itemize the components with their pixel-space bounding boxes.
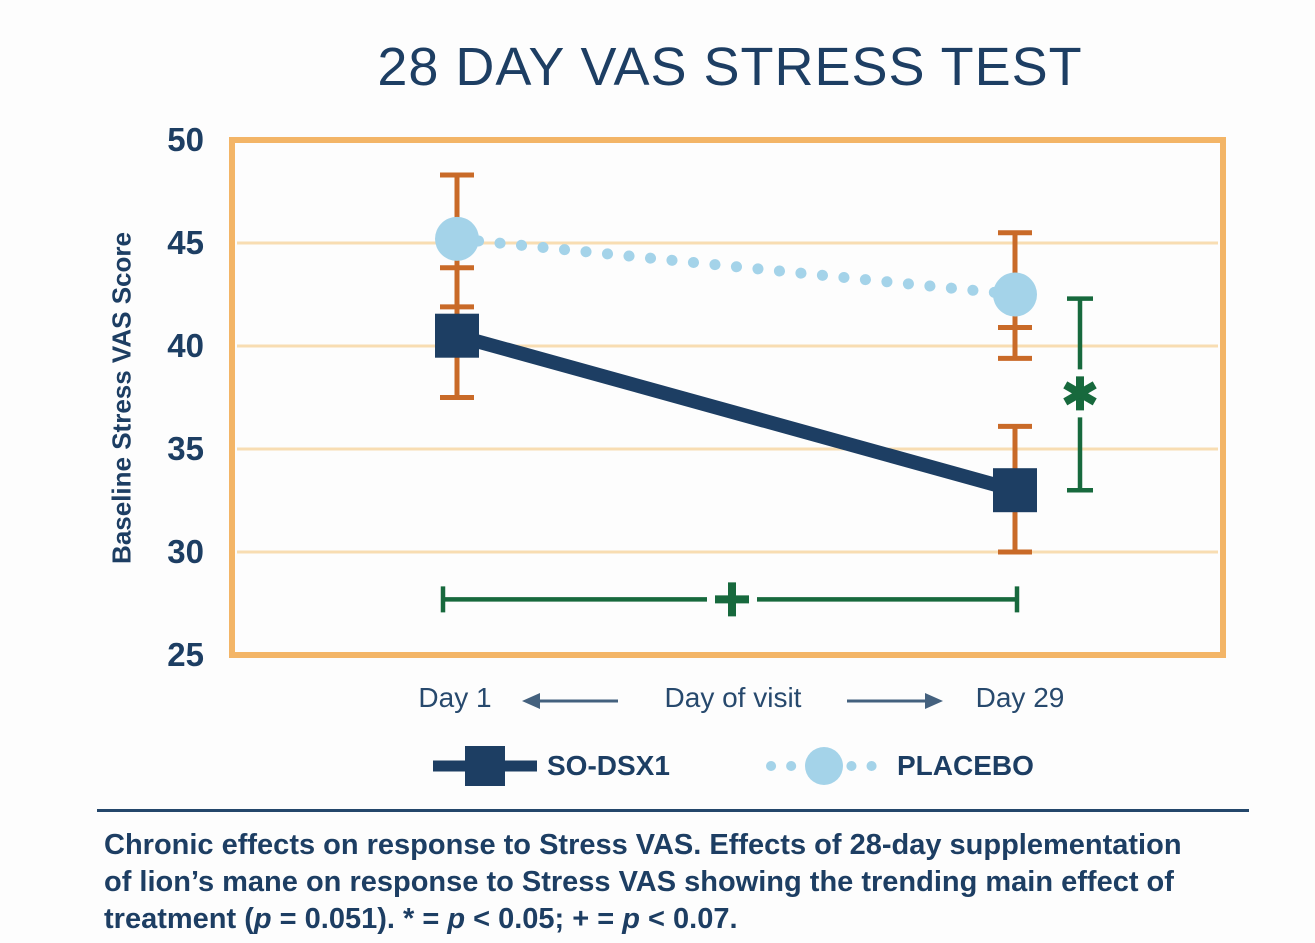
y-tick-label: 25	[167, 636, 204, 673]
x-axis-arrows	[522, 693, 943, 709]
legend-label-placebo: PLACEBO	[897, 750, 1034, 781]
error-bars	[440, 172, 1032, 555]
so-dsx1-point	[993, 468, 1037, 513]
significance-bracket-horizontal	[440, 582, 1020, 617]
x-tick-label-day-1: Day 1	[418, 682, 492, 713]
y-tick-label: 45	[167, 224, 204, 261]
gridlines	[237, 241, 1218, 554]
asterisk-icon	[1063, 381, 1097, 406]
y-tick-label: 40	[167, 327, 204, 364]
arrow-left-icon	[522, 693, 540, 709]
caption-line: Chronic effects on response to Stress VA…	[104, 829, 1182, 861]
placebo-line	[451, 233, 1021, 300]
placebo-point	[435, 216, 479, 261]
y-tick-label: 30	[167, 533, 204, 570]
so-dsx1-line	[455, 328, 1017, 497]
x-tick-label-day-29: Day 29	[975, 682, 1065, 713]
arrow-right-icon	[925, 693, 943, 709]
plot-frame	[229, 137, 1226, 658]
caption-divider	[97, 809, 1249, 812]
y-tick-label: 35	[167, 430, 204, 467]
legend-placebo-marker	[805, 747, 843, 785]
caption-line: of lion’s mane on response to Stress VAS…	[104, 866, 1174, 898]
significance-bracket-vertical	[1063, 296, 1097, 493]
legend-swatches	[433, 746, 883, 786]
x-axis-title: Day of visit	[664, 682, 802, 713]
chart-title: 28 DAY VAS STRESS TEST	[377, 37, 1083, 97]
so-dsx1-point	[435, 313, 479, 358]
y-tick-label: 50	[167, 121, 204, 158]
placebo-point	[993, 272, 1037, 317]
y-axis-title: Baseline Stress VAS Score	[106, 232, 137, 564]
caption-line: treatment (p = 0.051). * = p < 0.05; + =…	[104, 903, 738, 935]
legend-label-so-dsx1: SO-DSX1	[547, 750, 670, 781]
legend-so-dsx1-marker	[465, 746, 505, 786]
